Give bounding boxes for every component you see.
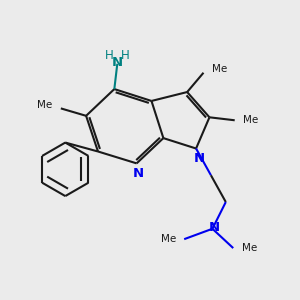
Text: N: N xyxy=(194,152,205,164)
Text: Me: Me xyxy=(242,243,257,253)
Text: N: N xyxy=(208,221,220,234)
Text: Me: Me xyxy=(160,234,176,244)
Text: H: H xyxy=(105,49,113,62)
Text: Me: Me xyxy=(37,100,52,110)
Text: H: H xyxy=(121,49,130,62)
Text: N: N xyxy=(133,167,144,180)
Text: N: N xyxy=(112,56,123,69)
Text: Me: Me xyxy=(243,115,258,125)
Text: Me: Me xyxy=(212,64,227,74)
